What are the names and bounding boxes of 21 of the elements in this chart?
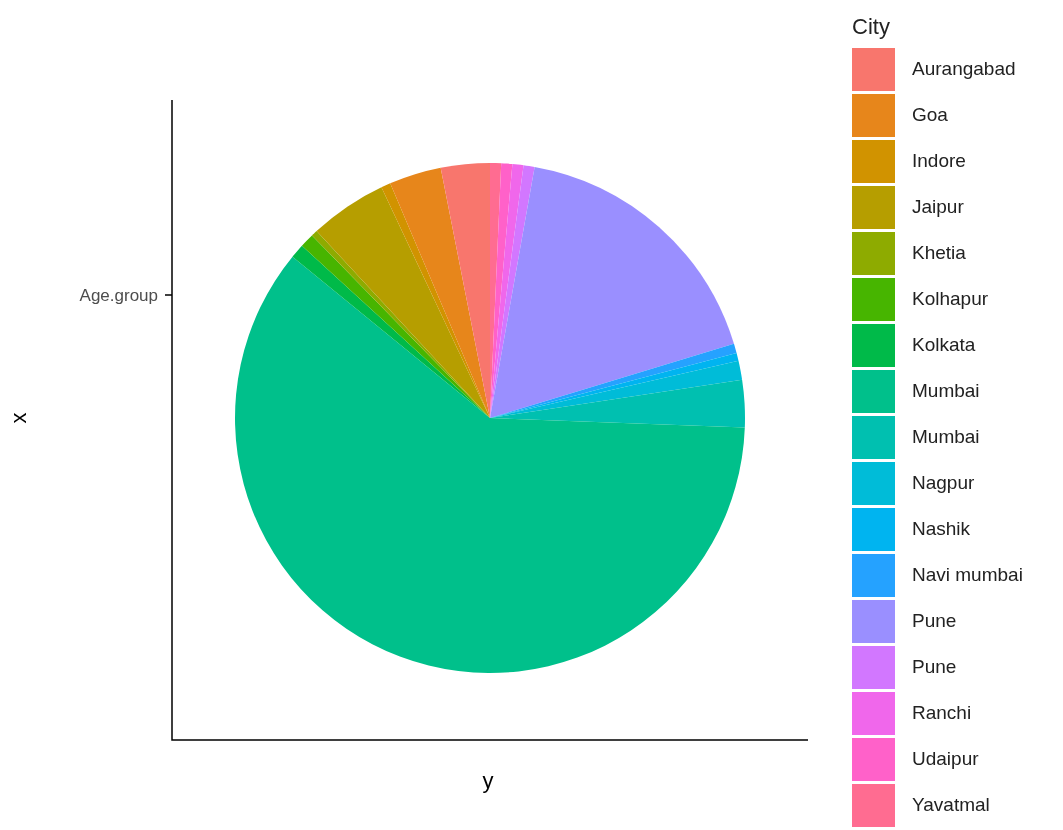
text: y	[482, 768, 494, 794]
legend-label: Ranchi	[912, 702, 972, 724]
legend-label: Yavatmal	[912, 794, 990, 816]
legend-label: Kolhapur	[912, 288, 989, 310]
legend-label: Kolkata	[912, 334, 976, 356]
legend-label: Mumbai	[912, 380, 980, 402]
legend-label: Indore	[912, 150, 966, 172]
legend-label: Pune	[912, 656, 957, 678]
text: x	[6, 412, 32, 424]
legend-label: Goa	[912, 104, 948, 126]
legend-label: Aurangabad	[912, 58, 1016, 80]
legend-label: Pune	[912, 610, 957, 632]
legend-label: Mumbai	[912, 426, 980, 448]
text: Age.group	[79, 285, 158, 305]
legend-title: City	[852, 14, 891, 40]
legend-label: Khetia	[912, 242, 966, 264]
legend-label: Udaipur	[912, 748, 979, 770]
legend-label: Navi mumbai	[912, 564, 1023, 586]
legend-label: Nashik	[912, 518, 971, 540]
legend-label: Jaipur	[912, 196, 964, 218]
legend-label: Nagpur	[912, 472, 975, 494]
